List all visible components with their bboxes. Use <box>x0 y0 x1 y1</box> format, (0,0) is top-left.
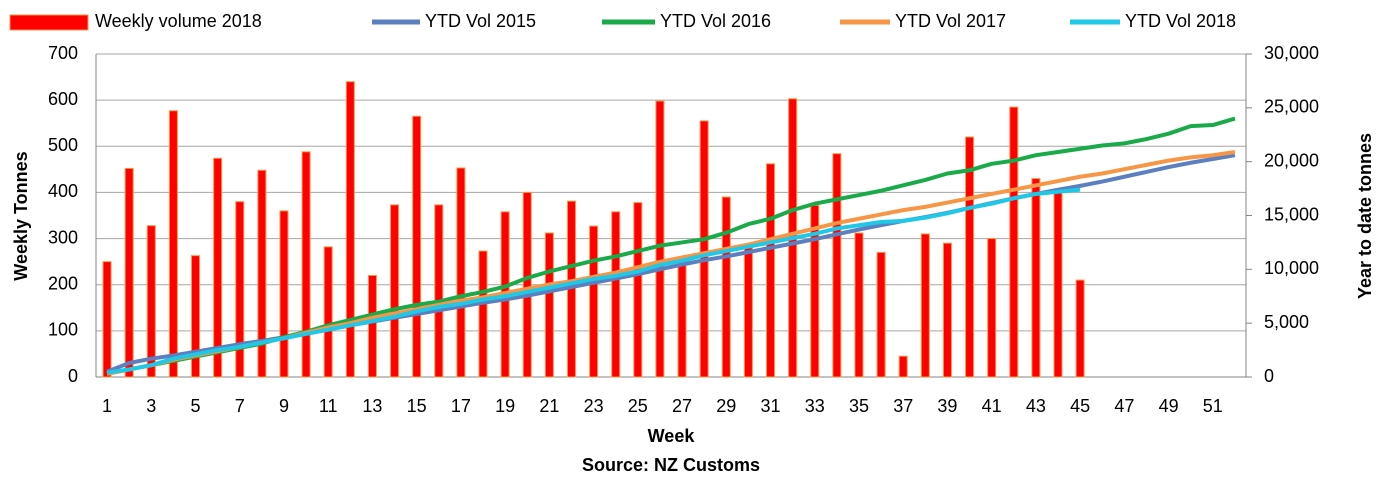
bar <box>279 210 289 378</box>
x-tick-label: 39 <box>937 396 957 416</box>
x-tick-label: 27 <box>672 396 692 416</box>
legend-label: YTD Vol 2018 <box>1125 11 1236 31</box>
x-tick-label: 1 <box>102 396 112 416</box>
bar <box>522 191 532 378</box>
x-tick-label: 47 <box>1114 396 1134 416</box>
y2-tick-label: 10,000 <box>1264 258 1319 278</box>
bar <box>146 225 156 378</box>
x-tick-label: 13 <box>362 396 382 416</box>
bar <box>434 204 444 378</box>
x-tick-label: 15 <box>407 396 427 416</box>
y-tick-label: 0 <box>68 366 78 386</box>
bar <box>876 251 886 378</box>
y2-tick-label: 20,000 <box>1264 150 1319 170</box>
bar <box>699 120 709 378</box>
legend-label: Weekly volume 2018 <box>95 11 262 31</box>
bar <box>191 255 201 378</box>
bar <box>257 169 267 378</box>
bar <box>898 355 908 378</box>
bar <box>721 196 731 378</box>
y-tick-label: 500 <box>48 135 78 155</box>
bar <box>301 151 311 378</box>
y-tick-label: 700 <box>48 43 78 63</box>
x-tick-label: 51 <box>1203 396 1223 416</box>
bar <box>832 153 842 378</box>
bar <box>633 202 643 378</box>
y2-tick-label: 30,000 <box>1264 43 1319 63</box>
bar <box>544 232 554 378</box>
bar <box>124 167 134 378</box>
y-tick-label: 600 <box>48 89 78 109</box>
bar <box>677 262 687 378</box>
legend-label: YTD Vol 2017 <box>895 11 1006 31</box>
bar <box>965 136 975 378</box>
legend-label: YTD Vol 2016 <box>660 11 771 31</box>
bar <box>478 250 488 378</box>
x-tick-label: 7 <box>235 396 245 416</box>
x-tick-label: 33 <box>805 396 825 416</box>
y2-tick-label: 15,000 <box>1264 204 1319 224</box>
bar <box>412 115 422 378</box>
bar <box>323 246 333 378</box>
x-tick-label: 5 <box>191 396 201 416</box>
x-tick-label: 23 <box>584 396 604 416</box>
bar <box>766 163 776 378</box>
x-tick-label: 41 <box>982 396 1002 416</box>
source-note: Source: NZ Customs <box>582 455 760 475</box>
x-tick-label: 9 <box>279 396 289 416</box>
y2-tick-label: 0 <box>1264 366 1274 386</box>
bar <box>920 233 930 378</box>
bar <box>942 242 952 378</box>
x-tick-label: 35 <box>849 396 869 416</box>
y-tick-label: 100 <box>48 320 78 340</box>
legend-label: YTD Vol 2015 <box>425 11 536 31</box>
bar <box>456 167 466 378</box>
bar <box>168 110 178 378</box>
y2-tick-label: 5,000 <box>1264 312 1309 332</box>
bar <box>987 238 997 378</box>
y-tick-label: 200 <box>48 273 78 293</box>
bar <box>743 247 753 378</box>
line-series <box>106 187 1081 375</box>
bar <box>854 232 864 378</box>
y2-axis-label: Year to date tonnes <box>1355 133 1375 299</box>
bar <box>390 204 400 378</box>
x-tick-label: 45 <box>1070 396 1090 416</box>
x-axis-label: Week <box>648 426 696 446</box>
bar <box>1009 106 1019 378</box>
y2-tick-label: 25,000 <box>1264 97 1319 117</box>
y-tick-label: 300 <box>48 227 78 247</box>
bar <box>367 274 377 378</box>
bar <box>1053 191 1063 378</box>
x-tick-label: 29 <box>716 396 736 416</box>
line-series <box>106 116 1236 376</box>
bar <box>213 157 223 378</box>
y-axis-label: Weekly Tonnes <box>11 151 31 280</box>
bar <box>611 211 621 378</box>
x-tick-label: 43 <box>1026 396 1046 416</box>
bar <box>345 81 355 378</box>
x-tick-label: 37 <box>893 396 913 416</box>
y-tick-label: 400 <box>48 181 78 201</box>
x-tick-label: 17 <box>451 396 471 416</box>
x-tick-label: 19 <box>495 396 515 416</box>
bar <box>1075 279 1085 378</box>
legend-swatch <box>9 14 89 31</box>
x-tick-label: 25 <box>628 396 648 416</box>
bar <box>235 201 245 378</box>
x-tick-label: 21 <box>539 396 559 416</box>
x-tick-label: 3 <box>146 396 156 416</box>
bar <box>589 225 599 378</box>
x-tick-label: 31 <box>761 396 781 416</box>
bar <box>102 261 112 378</box>
bar <box>655 100 665 378</box>
x-tick-label: 49 <box>1159 396 1179 416</box>
x-tick-label: 11 <box>319 396 338 416</box>
bar <box>1031 178 1041 378</box>
